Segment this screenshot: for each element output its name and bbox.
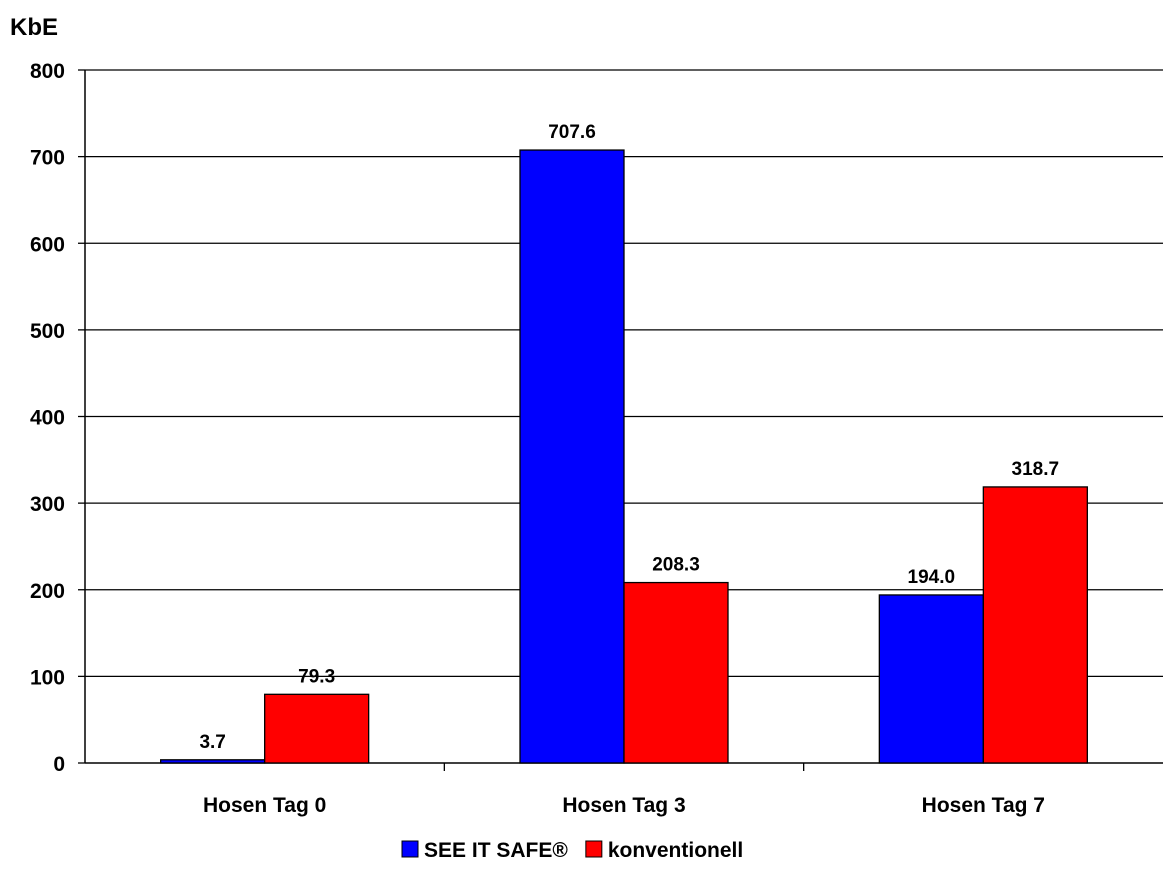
x-tick-label: Hosen Tag 3: [562, 794, 685, 817]
data-label: 79.3: [298, 666, 335, 687]
y-tick-label: 100: [30, 666, 65, 689]
y-axis-label: KbE: [10, 14, 58, 41]
y-tick-label: 0: [53, 753, 65, 776]
legend-swatch: [401, 840, 419, 858]
x-tick-label: Hosen Tag 0: [203, 794, 326, 817]
y-tick-label: 300: [30, 493, 65, 516]
legend-label: konventionell: [608, 839, 743, 862]
y-tick-label: 400: [30, 407, 65, 430]
bar: [519, 149, 625, 764]
bar: [878, 594, 984, 764]
data-label: 318.7: [1012, 459, 1060, 480]
data-label: 208.3: [652, 555, 700, 576]
bar: [264, 693, 370, 764]
x-tick-label: Hosen Tag 7: [922, 794, 1045, 817]
y-tick-label: 600: [30, 233, 65, 256]
legend-swatch: [585, 840, 603, 858]
bar: [623, 581, 729, 764]
bar: [160, 759, 266, 764]
data-label: 3.7: [199, 732, 225, 753]
y-tick-label: 800: [30, 60, 65, 83]
y-tick-label: 500: [30, 320, 65, 343]
y-tick-label: 700: [30, 147, 65, 170]
y-tick-label: 200: [30, 580, 65, 603]
bar: [982, 486, 1088, 764]
legend-label: SEE IT SAFE®: [424, 839, 568, 862]
data-label: 194.0: [908, 567, 956, 588]
data-label: 707.6: [548, 122, 596, 143]
